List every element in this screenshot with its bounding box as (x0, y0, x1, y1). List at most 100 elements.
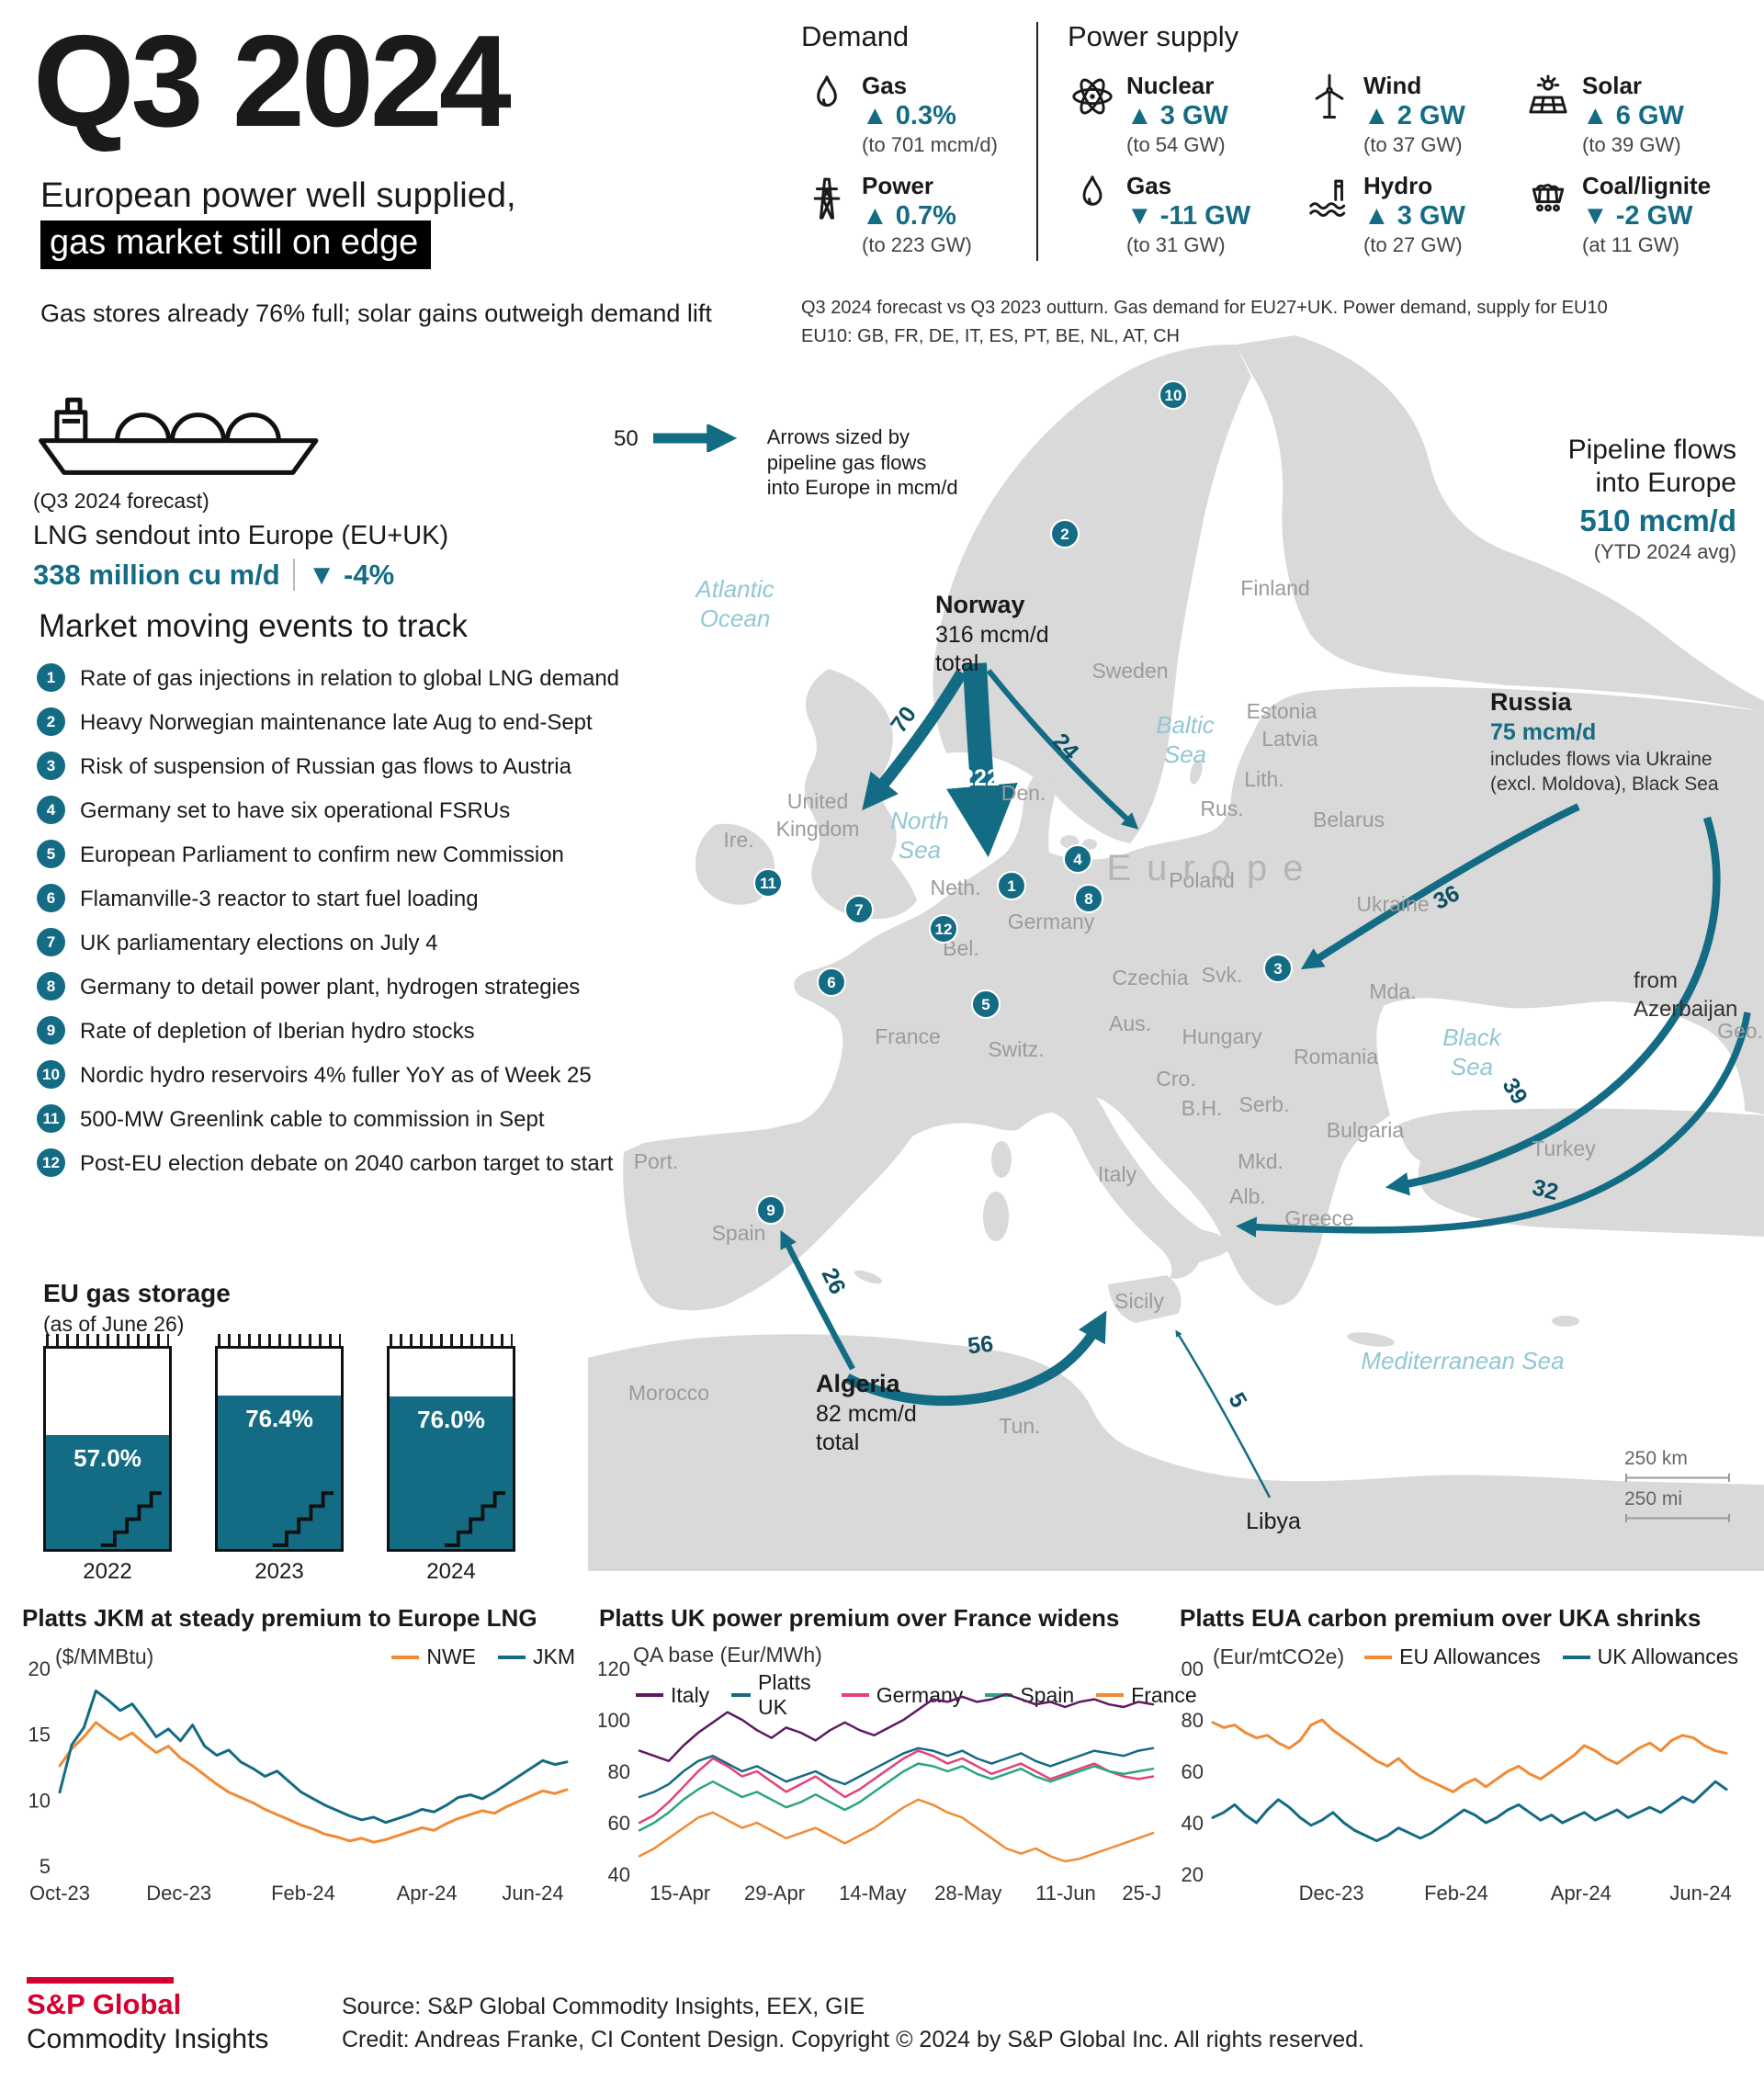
x-axis-tick: 28-May (934, 1882, 1001, 1905)
x-axis-tick: Feb-24 (271, 1882, 335, 1905)
pipeline-total-block: Pipeline flows into Europe 510 mcm/d (YT… (1442, 434, 1736, 564)
sea-label: Ocean (700, 605, 771, 632)
tank-fill-level: 76.4% (218, 1396, 341, 1549)
series-line-nwe (58, 1721, 569, 1844)
source-name: Norway (935, 591, 1025, 618)
event-text: European Parliament to confirm new Commi… (80, 842, 564, 867)
legend-line2: pipeline gas flows (766, 450, 927, 474)
footnote-line2: EU10: GB, FR, DE, IT, ES, PT, BE, NL, AT… (801, 326, 1180, 346)
event-number-badge: 12 (37, 1148, 65, 1177)
map-marker-number: 6 (827, 974, 835, 991)
tank-percentage: 76.0% (417, 1406, 485, 1434)
event-item: 4 Germany set to have six operational FSR… (37, 796, 680, 824)
map-label: Sicily (1114, 1289, 1164, 1313)
wind-turbine-icon (1315, 73, 1344, 119)
sp-global-logo: S&P Global Commodity Insights (27, 1977, 268, 2055)
y-axis-tick: 60 (1182, 1760, 1204, 1783)
map-label: Belarus (1313, 808, 1385, 831)
footer-credit: Credit: Andreas Franke, CI Content Desig… (342, 2027, 1364, 2053)
event-number-badge: 5 (37, 840, 65, 868)
stat-name: Wind (1363, 72, 1422, 99)
event-number-badge: 7 (37, 928, 65, 956)
map-label: Europe (1107, 848, 1319, 888)
tank-comb (46, 1334, 169, 1346)
chart-power-premium: Platts UK power premium over France wide… (599, 1604, 1197, 1926)
legend-dash-icon (1096, 1693, 1125, 1697)
stat-name: Coal/lignite (1582, 172, 1712, 199)
map-label: Bulgaria (1327, 1118, 1405, 1142)
map-label: France (875, 1024, 941, 1048)
sea-label: Sea (899, 836, 941, 864)
lng-forecast-note: (Q3 2024 forecast) (33, 489, 209, 513)
event-number-badge: 9 (37, 1016, 65, 1045)
legend-item: Italy (636, 1683, 709, 1708)
stat-supply-wind: Wind ▲ 2 GW (to 37 GW) (1305, 72, 1523, 157)
legend-dash-icon (1562, 1655, 1590, 1659)
event-text: Heavy Norwegian maintenance late Aug to … (80, 710, 593, 735)
stat-change: ▼ -2 GW (1582, 201, 1693, 231)
map-label: Neth. (931, 876, 981, 899)
storage-tank: 76.0% 2024 (387, 1334, 515, 1585)
map-marker-number: 4 (1073, 851, 1082, 868)
lng-tanker-icon (39, 397, 319, 475)
map-marker-number: 7 (854, 901, 863, 919)
event-item: 9 Rate of depletion of Iberian hydro stoc… (37, 1016, 680, 1045)
legend-label: UK Allowances (1597, 1645, 1738, 1668)
power-tower-icon (813, 177, 841, 220)
lng-block: (Q3 2024 forecast) LNG sendout into Euro… (33, 380, 584, 592)
x-axis-tick: 14-May (839, 1882, 906, 1905)
event-text: UK parliamentary elections on July 4 (80, 931, 438, 955)
map-marker (844, 895, 874, 924)
series-line-spain (638, 1762, 1155, 1832)
tank-body: 76.0% (387, 1346, 515, 1552)
stat-supply-solar: Solar ▲ 6 GW (to 39 GW) (1523, 72, 1764, 157)
x-axis-tick: Oct-23 (29, 1882, 90, 1905)
event-text: Risk of suspension of Russian gas flows … (80, 754, 571, 779)
scale-bar-icon (1625, 1474, 1730, 1482)
tank-percentage: 57.0% (74, 1443, 141, 1472)
map-label: Greece (1284, 1206, 1353, 1230)
coal-cart-icon (1532, 184, 1565, 212)
map-marker-number: 2 (1060, 526, 1069, 543)
tank-fill-level: 57.0% (46, 1434, 169, 1549)
stat-name: Solar (1582, 72, 1643, 99)
sea-label: North (890, 807, 949, 834)
stat-name: Hydro (1363, 172, 1433, 199)
scale-km: 250 km (1624, 1448, 1688, 1469)
event-number-badge: 11 (37, 1104, 65, 1133)
map-marker (997, 871, 1026, 900)
legend-dash-icon (731, 1693, 752, 1697)
event-text: Germany to detail power plant, hydrogen … (80, 975, 581, 1000)
source-name: Algeria (816, 1370, 900, 1397)
pipeline-flow-arrows (780, 662, 1751, 1498)
logo-bar (27, 1977, 174, 1984)
map-label: Morocco (628, 1381, 709, 1405)
map-label: Romania (1294, 1045, 1378, 1068)
solar-panel-icon (1529, 74, 1567, 114)
map-scale: 250 km 250 mi (1624, 1448, 1733, 1529)
map-marker-number: 9 (766, 1202, 775, 1219)
flow-value-label: 39 (1498, 1074, 1532, 1109)
sea-label: Sea (1164, 740, 1206, 768)
hydro-icon (1309, 179, 1346, 217)
event-item: 6 Flamanville-3 reactor to start fuel loa… (37, 884, 680, 912)
map-label: Svk. (1202, 963, 1243, 987)
tank-fill-level: 76.0% (390, 1396, 513, 1549)
map-marker-number: 3 (1273, 960, 1282, 978)
map-label: B.H. (1182, 1096, 1223, 1120)
stat-name: Power (862, 172, 934, 199)
stat-change: ▲ 3 GW (1363, 201, 1465, 231)
x-axis-tick: Jun-24 (1669, 1882, 1731, 1905)
storage-tank: 76.4% 2023 (215, 1334, 344, 1585)
map-marker (971, 989, 1001, 1019)
pipeline-note: (YTD 2024 avg) (1593, 540, 1736, 563)
series-line-italy (638, 1692, 1155, 1763)
source-value: 75 mcm/d (1490, 718, 1597, 745)
map-label: Poland (1169, 868, 1235, 892)
map-label: Alb. (1229, 1184, 1266, 1208)
map-marker (1159, 380, 1188, 410)
series-line-germany (638, 1749, 1155, 1825)
map-label: Czechia (1112, 966, 1188, 989)
chart-unit-label: QA base (Eur/MWh) (633, 1643, 822, 1667)
